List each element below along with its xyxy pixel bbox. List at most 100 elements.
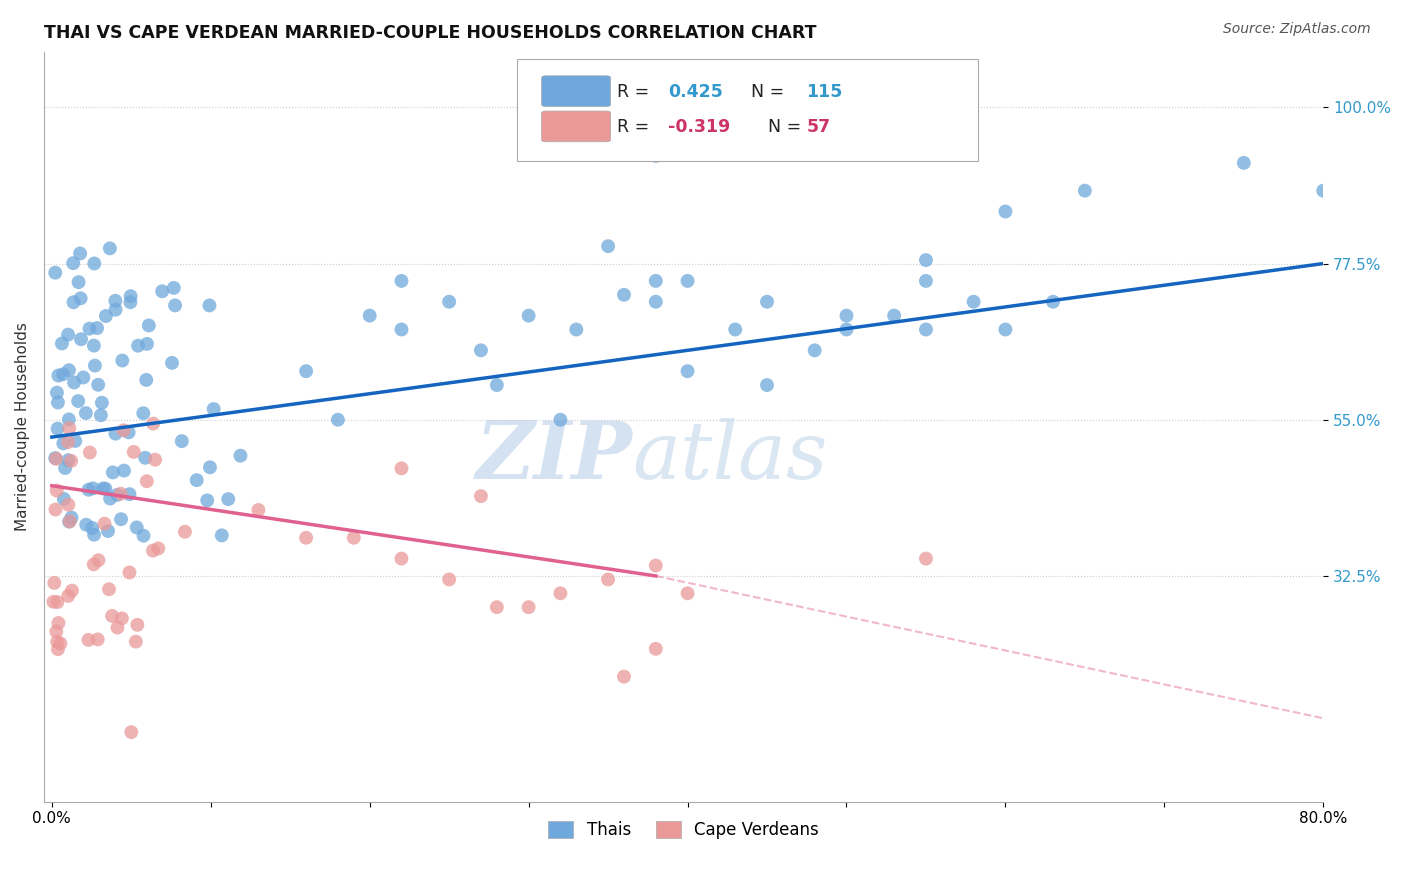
Point bbox=[87, 632, 110, 647]
Point bbox=[110, 486, 132, 500]
Point bbox=[83, 338, 105, 352]
Text: 115: 115 bbox=[807, 83, 842, 101]
Point bbox=[101, 466, 124, 480]
Point bbox=[198, 460, 221, 475]
Point bbox=[94, 309, 117, 323]
Point bbox=[994, 322, 1017, 336]
Point bbox=[132, 529, 155, 543]
Point bbox=[195, 493, 218, 508]
Point bbox=[94, 482, 117, 496]
Point bbox=[915, 274, 938, 288]
Point bbox=[229, 449, 252, 463]
Point bbox=[198, 298, 221, 312]
Point bbox=[644, 274, 666, 288]
Point bbox=[391, 274, 413, 288]
Point bbox=[45, 451, 67, 466]
Point bbox=[211, 528, 233, 542]
Point bbox=[58, 421, 80, 435]
Point bbox=[67, 275, 90, 289]
Point bbox=[359, 309, 381, 323]
Point bbox=[44, 266, 66, 280]
Point bbox=[391, 322, 413, 336]
Point bbox=[65, 434, 87, 448]
Point bbox=[596, 239, 619, 253]
Point bbox=[883, 309, 905, 323]
Point bbox=[676, 364, 699, 378]
Point bbox=[143, 452, 166, 467]
Point bbox=[60, 454, 83, 468]
Point bbox=[134, 450, 156, 465]
Point bbox=[79, 321, 101, 335]
Point bbox=[56, 327, 79, 342]
Text: THAI VS CAPE VERDEAN MARRIED-COUPLE HOUSEHOLDS CORRELATION CHART: THAI VS CAPE VERDEAN MARRIED-COUPLE HOUS… bbox=[44, 24, 817, 42]
Text: atlas: atlas bbox=[633, 418, 828, 495]
Point bbox=[136, 337, 159, 351]
Point bbox=[644, 149, 666, 163]
Point bbox=[756, 378, 779, 392]
Text: -0.319: -0.319 bbox=[668, 118, 731, 136]
Point bbox=[485, 600, 508, 615]
Point bbox=[98, 491, 121, 506]
Point bbox=[93, 516, 115, 531]
Point bbox=[994, 204, 1017, 219]
Point bbox=[1233, 156, 1256, 170]
Point bbox=[470, 489, 492, 503]
Point bbox=[295, 364, 318, 378]
Point bbox=[45, 483, 67, 498]
Point bbox=[437, 573, 460, 587]
Point bbox=[63, 376, 86, 390]
Point bbox=[391, 461, 413, 475]
Point bbox=[42, 595, 65, 609]
Point bbox=[676, 274, 699, 288]
Point bbox=[45, 385, 67, 400]
Point bbox=[120, 289, 142, 303]
Point bbox=[46, 635, 69, 649]
Point bbox=[1312, 184, 1334, 198]
Point bbox=[138, 318, 160, 333]
Point bbox=[111, 611, 134, 625]
Point bbox=[62, 256, 84, 270]
Point bbox=[62, 295, 84, 310]
Point bbox=[46, 595, 69, 609]
Point bbox=[69, 246, 91, 260]
Point bbox=[58, 453, 80, 467]
Point bbox=[51, 336, 73, 351]
Point bbox=[101, 608, 124, 623]
Point bbox=[59, 515, 82, 529]
Point bbox=[49, 636, 72, 650]
Point bbox=[83, 558, 105, 572]
Point bbox=[118, 487, 141, 501]
Point bbox=[835, 309, 858, 323]
Point bbox=[53, 461, 76, 475]
Point bbox=[127, 339, 149, 353]
Point bbox=[217, 492, 239, 507]
Point bbox=[644, 558, 666, 573]
Point bbox=[91, 482, 114, 496]
Point bbox=[915, 551, 938, 566]
Point bbox=[125, 634, 148, 648]
Point bbox=[326, 413, 349, 427]
Point bbox=[125, 520, 148, 534]
Point bbox=[148, 541, 170, 556]
Point bbox=[79, 445, 101, 459]
Y-axis label: Married-couple Households: Married-couple Households bbox=[15, 322, 30, 531]
Point bbox=[70, 332, 93, 346]
Point bbox=[550, 413, 572, 427]
Point bbox=[46, 642, 69, 657]
Point bbox=[174, 524, 197, 539]
Point bbox=[52, 436, 75, 450]
Point bbox=[160, 356, 183, 370]
Point bbox=[97, 524, 120, 538]
Point bbox=[48, 615, 70, 630]
Point bbox=[83, 359, 105, 373]
Point bbox=[104, 426, 127, 441]
Point bbox=[58, 515, 80, 529]
Point bbox=[186, 473, 208, 487]
Point bbox=[644, 641, 666, 656]
Text: ZIP: ZIP bbox=[475, 418, 633, 495]
Point bbox=[104, 293, 127, 308]
Point bbox=[915, 253, 938, 268]
Legend: Thais, Cape Verdeans: Thais, Cape Verdeans bbox=[541, 814, 825, 846]
Point bbox=[517, 309, 540, 323]
Point bbox=[596, 573, 619, 587]
